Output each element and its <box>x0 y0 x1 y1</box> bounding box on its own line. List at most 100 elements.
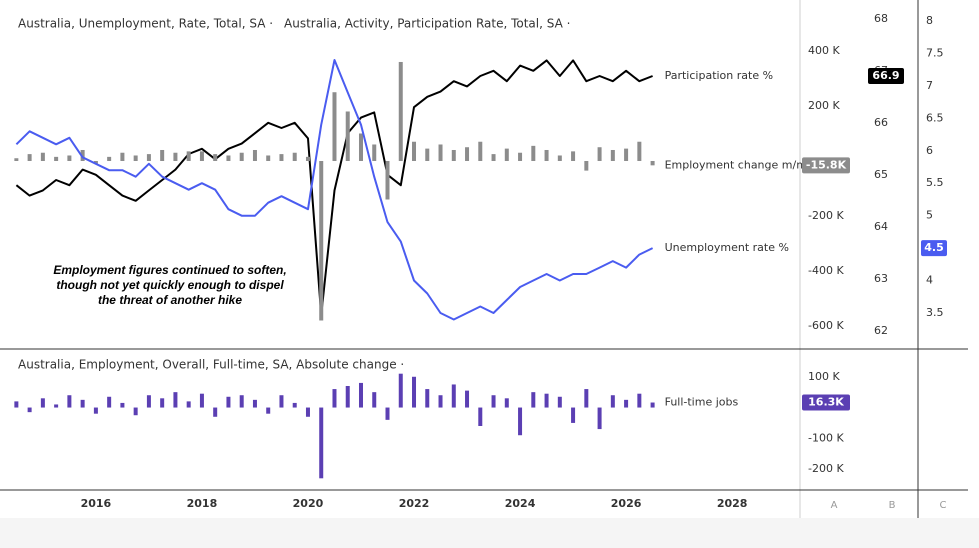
y-tick-label: 100 K <box>808 370 840 383</box>
bar <box>107 396 112 408</box>
x-tick-label: 2018 <box>187 497 218 510</box>
bar <box>80 399 85 408</box>
bar <box>425 389 430 408</box>
bar <box>438 144 443 161</box>
y-tick-label: 400 K <box>808 44 840 57</box>
bar <box>584 160 589 171</box>
bar <box>226 155 231 161</box>
bar <box>199 151 204 161</box>
bar <box>571 151 576 161</box>
y-tick-label: 7 <box>926 79 933 92</box>
bar <box>544 149 549 161</box>
bar <box>332 92 337 161</box>
y-tick-label: 3.5 <box>926 306 944 319</box>
bar <box>491 154 496 161</box>
bar <box>107 156 112 161</box>
bar <box>239 395 244 408</box>
value-badge-label: -15.8K <box>806 158 847 171</box>
bar <box>80 149 85 161</box>
bar <box>279 154 284 161</box>
y-tick-label: 5 <box>926 209 933 222</box>
bar <box>93 407 98 414</box>
axis-letter: B <box>889 500 896 511</box>
line <box>15 59 653 317</box>
line <box>15 59 654 321</box>
y-tick-label: 64 <box>874 220 888 233</box>
axis-letter: C <box>940 500 947 511</box>
bar <box>173 392 178 408</box>
bar <box>398 373 403 408</box>
y-tick-label: -100 K <box>808 431 844 444</box>
bar <box>305 407 310 417</box>
pane-title: Australia, Unemployment, Rate, Total, SA… <box>18 17 273 31</box>
bar <box>146 154 151 161</box>
bar <box>292 402 297 408</box>
bar <box>518 407 523 436</box>
bar <box>438 395 443 408</box>
bar <box>451 384 456 408</box>
pane-title: Australia, Employment, Overall, Full-tim… <box>18 358 404 372</box>
bar <box>412 141 417 161</box>
bar <box>173 152 178 161</box>
x-tick-label: 2020 <box>293 497 324 510</box>
bar <box>120 402 125 408</box>
bar <box>305 156 310 161</box>
series-label: Participation rate % <box>665 69 773 82</box>
bar <box>266 407 271 414</box>
bar <box>531 145 536 161</box>
y-tick-label: 6.5 <box>926 111 944 124</box>
bar <box>465 147 470 161</box>
bar <box>252 149 257 161</box>
bar <box>372 144 377 161</box>
bar <box>213 407 218 417</box>
y-tick-label: -200 K <box>808 462 844 475</box>
annotation: Employment figures continued to soften, … <box>53 263 287 307</box>
value-badge <box>921 240 947 257</box>
bar <box>133 407 138 416</box>
axis-letter: A <box>831 500 838 511</box>
series-label: Employment change m/m <box>665 158 807 171</box>
bar <box>67 395 72 408</box>
value-badge-label: 66.9 <box>872 69 899 82</box>
pane-title: Australia, Activity, Participation Rate,… <box>284 17 570 31</box>
bar <box>14 401 19 408</box>
x-tick-label: 2026 <box>611 497 642 510</box>
bar <box>292 152 297 161</box>
bar <box>40 152 45 161</box>
y-tick-label: 6 <box>926 144 933 157</box>
bar <box>186 151 191 161</box>
bar <box>199 393 204 408</box>
bar <box>610 395 615 408</box>
bar <box>160 398 165 408</box>
value-badge-label: 16.3K <box>808 396 844 409</box>
bar <box>571 407 576 423</box>
y-tick-label: -200 K <box>808 209 844 222</box>
bar <box>14 158 19 161</box>
series-label: Unemployment rate % <box>665 241 789 254</box>
bar <box>637 393 642 408</box>
y-tick-label: 62 <box>874 324 888 337</box>
bar <box>133 155 138 161</box>
bar <box>345 111 350 161</box>
bar <box>186 401 191 408</box>
bar <box>504 148 509 161</box>
y-tick-label: 68 <box>874 12 888 25</box>
bar <box>319 160 324 321</box>
bar <box>385 160 390 200</box>
bar <box>252 399 257 408</box>
bar <box>27 154 32 161</box>
x-tick-label: 2016 <box>81 497 112 510</box>
value-badge <box>802 157 850 174</box>
bar <box>385 407 390 420</box>
bar <box>54 404 59 408</box>
bar <box>54 156 59 161</box>
bar <box>637 141 642 161</box>
bar <box>478 141 483 161</box>
bar <box>412 376 417 408</box>
bar <box>279 395 284 408</box>
y-tick-label: 200 K <box>808 99 840 112</box>
bar <box>544 393 549 408</box>
bar <box>597 407 602 430</box>
y-tick-label: 7.5 <box>926 46 944 59</box>
